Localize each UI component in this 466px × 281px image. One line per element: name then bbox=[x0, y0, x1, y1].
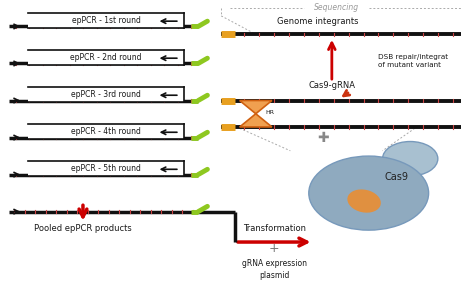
Bar bbox=[27, 50, 185, 65]
Text: epPCR - 3rd round: epPCR - 3rd round bbox=[71, 90, 141, 99]
Bar bbox=[27, 161, 185, 176]
Text: Cas9-gRNA: Cas9-gRNA bbox=[308, 81, 356, 90]
Bar bbox=[27, 87, 185, 102]
Text: epPCR - 2nd round: epPCR - 2nd round bbox=[70, 53, 142, 62]
Bar bbox=[27, 124, 185, 139]
Text: Sequencing: Sequencing bbox=[314, 3, 359, 12]
Text: Transformation: Transformation bbox=[243, 224, 306, 233]
Text: Pooled epPCR products: Pooled epPCR products bbox=[34, 224, 132, 233]
Text: HR: HR bbox=[265, 110, 274, 115]
Ellipse shape bbox=[309, 156, 429, 230]
Text: epPCR - 5th round: epPCR - 5th round bbox=[71, 164, 141, 173]
Text: epPCR - 1st round: epPCR - 1st round bbox=[72, 16, 140, 25]
Ellipse shape bbox=[383, 142, 438, 176]
Bar bbox=[27, 13, 185, 28]
Text: +: + bbox=[269, 242, 280, 255]
Ellipse shape bbox=[347, 189, 381, 213]
Text: gRNA expression
plasmid: gRNA expression plasmid bbox=[242, 259, 307, 280]
Polygon shape bbox=[240, 101, 272, 114]
Text: Genome integrants: Genome integrants bbox=[277, 17, 359, 26]
Text: DSB repair/integrat
of mutant variant: DSB repair/integrat of mutant variant bbox=[378, 54, 448, 68]
Text: epPCR - 4th round: epPCR - 4th round bbox=[71, 127, 141, 136]
Text: Cas9: Cas9 bbox=[384, 172, 408, 182]
Text: ✚: ✚ bbox=[317, 131, 329, 144]
Polygon shape bbox=[240, 114, 272, 127]
